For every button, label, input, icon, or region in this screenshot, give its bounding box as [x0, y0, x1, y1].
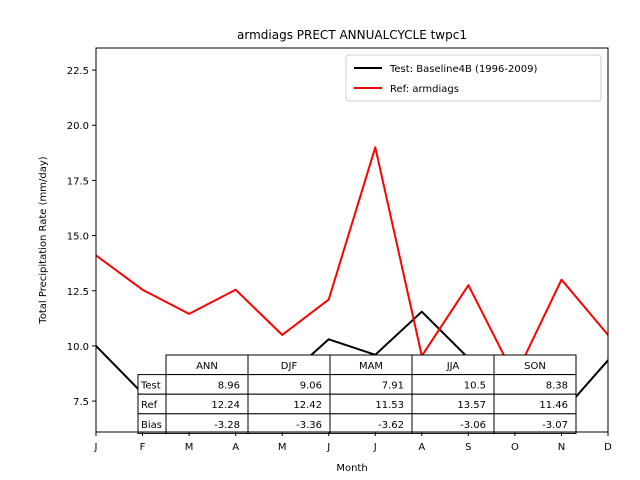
y-tick-label: 10.0 — [67, 342, 89, 353]
y-axis-label: Total Precipitation Rate (mm/day) — [38, 156, 49, 324]
table-cell-value: 7.91 — [382, 381, 404, 392]
table-cell — [493, 413, 577, 434]
x-tick-label: F — [140, 442, 146, 453]
y-tick-label: 22.5 — [67, 66, 89, 77]
x-tick-label: S — [465, 442, 471, 453]
table-col-header: SON — [524, 361, 546, 372]
table-col-header: DJF — [281, 361, 298, 372]
table-col-header: MAM — [359, 361, 383, 372]
stats-table: ANN DJF MAM JJA SON Test 8.96 9.06 7.91 10.5 8.38 R… — [137, 354, 577, 434]
y-tick-label: 12.5 — [67, 287, 89, 298]
table-cell-value: -3.36 — [296, 420, 322, 431]
x-axis-label: Month — [336, 463, 367, 474]
x-tick-label: M — [278, 442, 287, 453]
table-row-label: Ref — [141, 400, 158, 411]
table-cell-value: -3.06 — [460, 420, 486, 431]
table-cell-value: 11.53 — [375, 400, 404, 411]
x-tick-label: J — [94, 442, 98, 453]
table-cell-value: 12.24 — [211, 400, 240, 411]
legend-label: Ref: armdiags — [390, 84, 459, 95]
chart-title: armdiags PRECT ANNUALCYCLE twpc1 — [237, 28, 467, 42]
table-row-label: Test — [140, 381, 161, 392]
y-tick-label: 7.5 — [73, 397, 89, 408]
x-tick-label: O — [511, 442, 519, 453]
legend-label: Test: Baseline4B (1996-2009) — [389, 64, 537, 75]
legend-box — [345, 54, 602, 102]
y-tick-label: 15.0 — [67, 232, 89, 243]
table-cell-value: -3.07 — [542, 420, 568, 431]
table-col-header: JJA — [446, 361, 460, 372]
x-tick-label: N — [558, 442, 565, 453]
axes-frame — [95, 47, 609, 433]
y-tick-label: 17.5 — [67, 176, 89, 187]
table-cell-value: 11.46 — [539, 400, 568, 411]
legend: Test: Baseline4B (1996-2009) Ref: armdiag… — [345, 54, 602, 102]
x-tick-label: J — [326, 442, 330, 453]
x-tick-label: D — [604, 442, 612, 453]
x-tick-label: J — [373, 442, 377, 453]
table-cell-value: -3.28 — [214, 420, 240, 431]
x-tick-label: A — [418, 442, 425, 453]
x-tick-label: A — [232, 442, 239, 453]
table-cell-value: 8.38 — [546, 381, 568, 392]
x-tick-label: M — [185, 442, 194, 453]
table-cell-value: 10.5 — [464, 381, 486, 392]
table-row-label: Bias — [141, 420, 162, 431]
y-tick-label: 20.0 — [67, 121, 89, 132]
table-cell-value: -3.62 — [378, 420, 404, 431]
table-col-header: ANN — [196, 361, 218, 372]
table-cell-value: 9.06 — [300, 381, 322, 392]
table-cell-value: 13.57 — [457, 400, 486, 411]
table-cell-value: 8.96 — [218, 381, 240, 392]
table-cell-value: 12.42 — [293, 400, 322, 411]
